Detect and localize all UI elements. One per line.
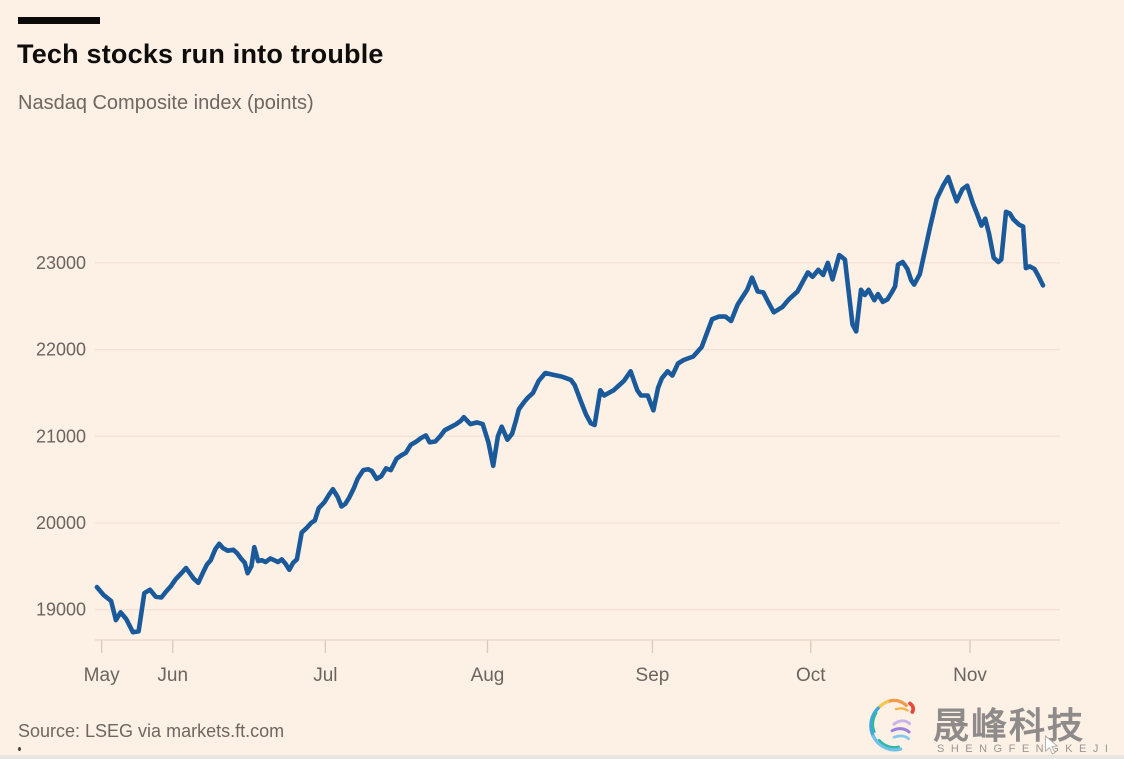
y-tick-label: 21000 (36, 426, 86, 446)
chart-title: Tech stocks run into trouble (17, 39, 384, 69)
bottom-edge-strip (0, 755, 1124, 759)
watermark-en-text: SHENGFENGKEJI (937, 743, 1115, 755)
x-tick-label: Aug (471, 665, 505, 686)
x-tick-label: Jun (157, 665, 188, 686)
x-tick-label: May (84, 665, 120, 686)
y-tick-label: 19000 (36, 600, 86, 620)
nasdaq-line-series (94, 174, 1046, 635)
watermark-cn-text: 晟峰科技 (933, 705, 1086, 746)
x-tick-label: Jul (313, 665, 337, 686)
x-tick-label: Nov (953, 665, 987, 686)
title-accent-bar (18, 17, 100, 24)
x-tick-label: Sep (636, 665, 670, 686)
y-tick-label: 23000 (36, 253, 86, 273)
y-tick-label: 22000 (36, 340, 86, 360)
shengfeng-logo-icon (869, 698, 916, 752)
source-note: Source: LSEG via markets.ft.com (18, 721, 285, 741)
y-tick-label: 20000 (36, 513, 86, 533)
chart-subtitle: Nasdaq Composite index (points) (18, 92, 314, 114)
x-tick-label: Oct (796, 665, 826, 686)
mouse-cursor (1045, 735, 1059, 755)
stray-dot (18, 747, 21, 751)
